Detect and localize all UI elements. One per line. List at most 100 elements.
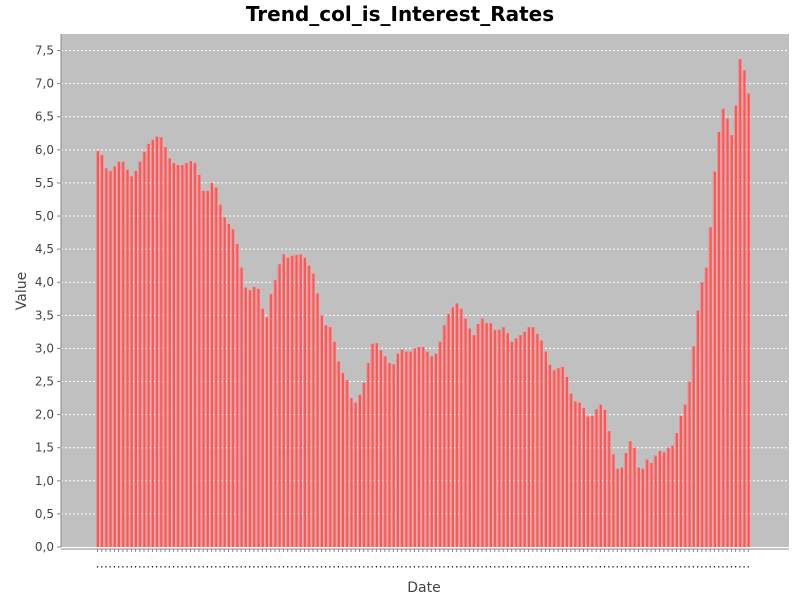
bar <box>738 59 742 547</box>
bar <box>345 380 349 547</box>
x-tick-label <box>101 566 103 568</box>
x-tick-label <box>177 566 179 568</box>
bar <box>332 341 336 547</box>
bar <box>417 347 421 547</box>
bar <box>319 315 323 547</box>
bar <box>294 255 298 547</box>
x-tick-label <box>447 566 449 568</box>
x-tick-label <box>139 566 141 568</box>
bar <box>742 70 746 548</box>
y-tick-label: 7,5 <box>35 44 54 58</box>
x-tick-label <box>337 566 339 568</box>
bar <box>510 341 514 547</box>
y-tick-label: 2,5 <box>35 375 54 389</box>
bar <box>341 372 345 547</box>
bar <box>218 204 222 547</box>
bar <box>134 171 138 548</box>
x-tick-label <box>181 566 183 568</box>
bar <box>649 462 653 547</box>
x-tick-label <box>375 566 378 568</box>
x-tick-label <box>126 566 128 568</box>
x-tick-label <box>303 566 306 568</box>
x-tick-label <box>130 566 132 568</box>
x-tick-label <box>299 566 301 568</box>
x-tick-label <box>282 566 285 568</box>
x-tick-label <box>498 566 500 568</box>
x-tick-label <box>295 566 297 568</box>
y-tick-label: 4,5 <box>35 242 54 256</box>
x-axis-ticks <box>96 549 749 568</box>
x-tick-label <box>244 566 247 568</box>
bar <box>522 331 526 547</box>
x-tick-label <box>515 566 517 568</box>
bar <box>653 455 657 547</box>
bar <box>391 364 395 547</box>
bar <box>712 171 716 547</box>
x-tick-label <box>439 566 441 568</box>
x-tick-label <box>113 566 116 568</box>
bar <box>514 338 518 547</box>
bar <box>539 340 543 547</box>
x-tick-label <box>739 566 741 568</box>
x-tick-label <box>549 566 551 568</box>
x-tick-label <box>582 566 585 568</box>
x-tick-label <box>688 566 690 568</box>
y-tick-label: 4,0 <box>35 275 54 289</box>
x-tick-label <box>456 566 458 568</box>
x-tick-label <box>578 566 580 568</box>
bar <box>239 267 243 547</box>
x-tick-label <box>363 566 365 568</box>
x-tick-label <box>371 566 373 568</box>
bar <box>620 467 624 547</box>
x-tick-label <box>544 566 547 568</box>
bar <box>396 353 400 547</box>
bar <box>155 136 159 547</box>
x-tick-label <box>523 566 525 568</box>
y-tick-label: 6,0 <box>35 143 54 157</box>
x-tick-label <box>637 566 640 568</box>
x-tick-label <box>223 566 225 568</box>
bar <box>459 308 463 547</box>
x-tick-label <box>696 566 699 568</box>
x-tick-label <box>477 566 479 568</box>
bar <box>307 265 311 547</box>
x-tick-label <box>265 566 268 568</box>
bar <box>374 343 378 547</box>
x-tick-label <box>401 566 403 568</box>
bar <box>412 348 416 547</box>
bar <box>556 368 560 547</box>
bar <box>336 361 340 547</box>
bar <box>298 254 302 548</box>
bar <box>205 190 209 547</box>
y-tick-label: 5,0 <box>35 209 54 223</box>
bar <box>201 190 205 547</box>
x-tick-label <box>236 566 238 568</box>
x-tick-label <box>532 566 534 568</box>
bar <box>531 327 535 547</box>
bar <box>590 415 594 547</box>
bar <box>366 362 370 547</box>
x-tick-label <box>718 566 720 568</box>
x-tick-label <box>642 566 644 568</box>
x-tick-label <box>511 566 513 568</box>
bar <box>725 118 729 547</box>
x-tick-label <box>261 566 263 568</box>
bar <box>505 333 509 547</box>
bar <box>121 161 125 548</box>
x-tick-label <box>109 566 111 568</box>
x-tick-label <box>122 566 124 568</box>
bar <box>560 366 564 547</box>
bar <box>108 171 112 548</box>
x-tick-label <box>713 566 716 568</box>
x-tick-label <box>671 566 673 568</box>
bar <box>163 147 167 547</box>
bar <box>573 401 577 547</box>
x-tick-label <box>473 566 475 568</box>
chart-title: Trend_col_is_Interest_Rates <box>245 2 555 26</box>
bar <box>594 409 598 547</box>
bar <box>311 273 315 547</box>
x-tick-label <box>312 566 314 568</box>
bar <box>624 453 628 547</box>
bar <box>636 467 640 547</box>
